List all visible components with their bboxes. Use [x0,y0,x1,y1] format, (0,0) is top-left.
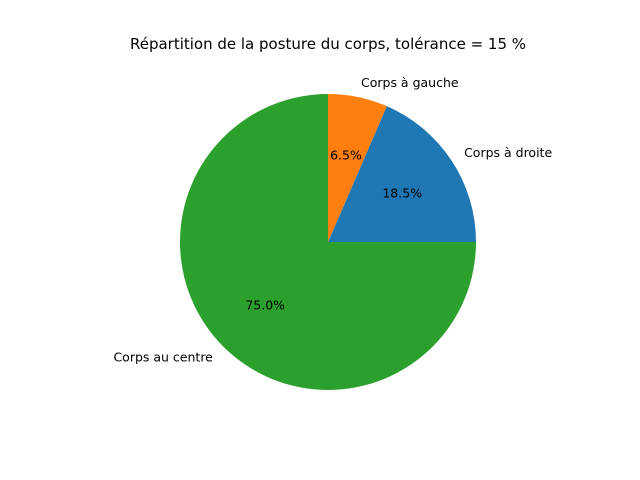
pie-pct-label-corps-au-centre: 75.0% [245,297,285,312]
pie-pct-label-corps-a-gauche: 6.5% [330,148,362,163]
pie-category-label-corps-au-centre: Corps au centre [113,350,213,365]
pie-slice-corps-a-gauche [328,94,387,242]
pie-labels: 18.5% Corps à droite 6.5% Corps à gauche 75.… [113,75,552,365]
pie-category-label-corps-a-droite: Corps à droite [464,145,552,160]
pie-slice-corps-au-centre [180,94,476,390]
pie-category-label-corps-a-gauche: Corps à gauche [361,75,459,90]
pie-pct-label-corps-a-droite: 18.5% [382,186,422,201]
pie-slices [180,94,476,390]
chart-title: Répartition de la posture du corps, tolé… [130,35,526,53]
pie-slice-corps-a-droite [328,106,476,242]
